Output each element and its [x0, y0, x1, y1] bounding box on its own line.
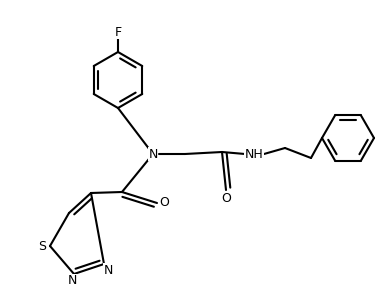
Text: N: N — [67, 274, 77, 288]
Text: N: N — [103, 263, 113, 277]
Text: S: S — [38, 240, 46, 252]
Text: NH: NH — [245, 147, 263, 161]
Text: O: O — [159, 196, 169, 210]
Text: O: O — [221, 192, 231, 204]
Text: N: N — [148, 147, 158, 161]
Text: F: F — [114, 25, 122, 39]
